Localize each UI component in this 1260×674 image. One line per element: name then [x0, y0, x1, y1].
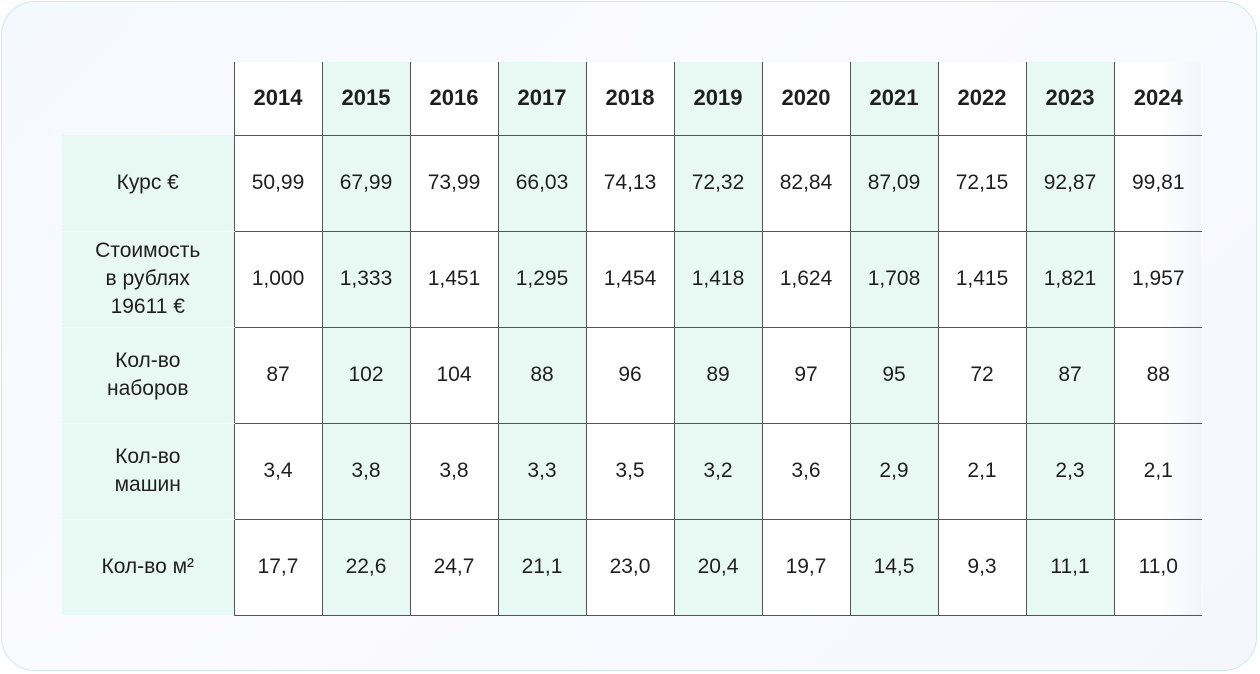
table-cell: 72,15	[937, 135, 1026, 232]
year-header: 2023	[1025, 62, 1114, 136]
table-cell: 1,418	[673, 231, 762, 328]
table-cell: 3,3	[497, 423, 586, 520]
table-cell: 102	[321, 327, 410, 424]
table-cell: 2,3	[1025, 423, 1114, 520]
table-cell: 1,708	[849, 231, 938, 328]
table-cell: 1,821	[1025, 231, 1114, 328]
table-cell: 19,7	[761, 519, 850, 616]
table-cell: 9,3	[937, 519, 1026, 616]
corner-cell	[62, 62, 234, 135]
table-cell: 73,99	[409, 135, 498, 232]
row-label: Стоимость в рублях 19611 €	[62, 231, 234, 328]
year-header: 2019	[673, 62, 762, 136]
table-cell: 66,03	[497, 135, 586, 232]
table-cell: 3,2	[673, 423, 762, 520]
row-label: Курс €	[62, 135, 234, 232]
table-cell: 3,8	[409, 423, 498, 520]
table-cell: 96	[585, 327, 674, 424]
table-cell: 1,454	[585, 231, 674, 328]
table-cell: 3,4	[233, 423, 322, 520]
row-label: Кол-во наборов	[62, 327, 234, 424]
year-header: 2017	[497, 62, 586, 136]
table-cell: 92,87	[1025, 135, 1114, 232]
table-cell: 11,0	[1113, 519, 1202, 616]
table-cell: 2,1	[1113, 423, 1202, 520]
table-cell: 22,6	[321, 519, 410, 616]
table-cell: 17,7	[233, 519, 322, 616]
table-cell: 72,32	[673, 135, 762, 232]
header-row: 2014 2015 2016 2017 2018 2019 2020 2021 2022 2023…	[62, 62, 1202, 136]
table-cell: 50,99	[233, 135, 322, 232]
table-cell: 82,84	[761, 135, 850, 232]
year-header: 2020	[761, 62, 850, 136]
table-cell: 1,451	[409, 231, 498, 328]
table-cell: 1,333	[321, 231, 410, 328]
table-cell: 95	[849, 327, 938, 424]
row-label-line: наборов	[107, 377, 189, 400]
row-label-line: 19611 €	[110, 295, 185, 318]
row-label-line: машин	[114, 473, 181, 496]
table-cell: 1,415	[937, 231, 1026, 328]
table-cell: 1,295	[497, 231, 586, 328]
year-header: 2021	[849, 62, 938, 136]
table-cell: 3,8	[321, 423, 410, 520]
table-row: Кол-во м² 17,7 22,6 24,7 21,1 23,0 20,4 19,7 14,…	[62, 519, 1202, 616]
year-header: 2016	[409, 62, 498, 136]
table-cell: 97	[761, 327, 850, 424]
table-cell: 24,7	[409, 519, 498, 616]
table-cell: 88	[1113, 327, 1202, 424]
data-table: 2014 2015 2016 2017 2018 2019 2020 2021 2022 2023…	[62, 62, 1202, 616]
table-cell: 3,6	[761, 423, 850, 520]
row-label-line: Кол-во	[115, 445, 181, 468]
row-label: Кол-во м²	[62, 519, 234, 615]
year-header: 2015	[321, 62, 410, 136]
table-cell: 1,000	[233, 231, 322, 328]
table-row: Кол-во наборов 87 102 104 88 96 89 97 95 72 87 88	[62, 327, 1202, 424]
row-label-line: в рублях	[105, 267, 190, 290]
year-header: 2014	[233, 62, 322, 136]
row-label-line: Кол-во м²	[101, 555, 195, 579]
row-label-line: Курс €	[116, 170, 179, 194]
table-cell: 88	[497, 327, 586, 424]
row-label-line: Стоимость	[95, 239, 201, 262]
table-row: Курс € 50,99 67,99 73,99 66,03 74,13 72,32 82,8…	[62, 135, 1202, 232]
table-cell: 11,1	[1025, 519, 1114, 616]
table-row: Стоимость в рублях 19611 €1,000 1,333 1,451 1…	[62, 231, 1202, 328]
table-cell: 23,0	[585, 519, 674, 616]
table-cell: 89	[673, 327, 762, 424]
table-cell: 20,4	[673, 519, 762, 616]
table-cell: 1,624	[761, 231, 850, 328]
table-cell: 3,5	[585, 423, 674, 520]
table-cell: 21,1	[497, 519, 586, 616]
table-cell: 2,1	[937, 423, 1026, 520]
table-cell: 87	[233, 327, 322, 424]
table-cell: 67,99	[321, 135, 410, 232]
table-cell: 104	[409, 327, 498, 424]
table-cell: 87,09	[849, 135, 938, 232]
year-header: 2018	[585, 62, 674, 136]
table-cell: 99,81	[1113, 135, 1202, 232]
table-cell: 2,9	[849, 423, 938, 520]
table-cell: 87	[1025, 327, 1114, 424]
table-cell: 14,5	[849, 519, 938, 616]
table-cell: 74,13	[585, 135, 674, 232]
row-label: Кол-во машин	[62, 423, 234, 520]
year-header: 2022	[937, 62, 1026, 136]
table-cell: 72	[937, 327, 1026, 424]
table-cell: 1,957	[1113, 231, 1202, 328]
year-header: 2024	[1113, 62, 1202, 136]
row-label-line: Кол-во	[115, 349, 181, 372]
table-row: Кол-во машин 3,4 3,8 3,8 3,3 3,5 3,2 3,6 2,9 2,1 2,…	[62, 423, 1202, 520]
